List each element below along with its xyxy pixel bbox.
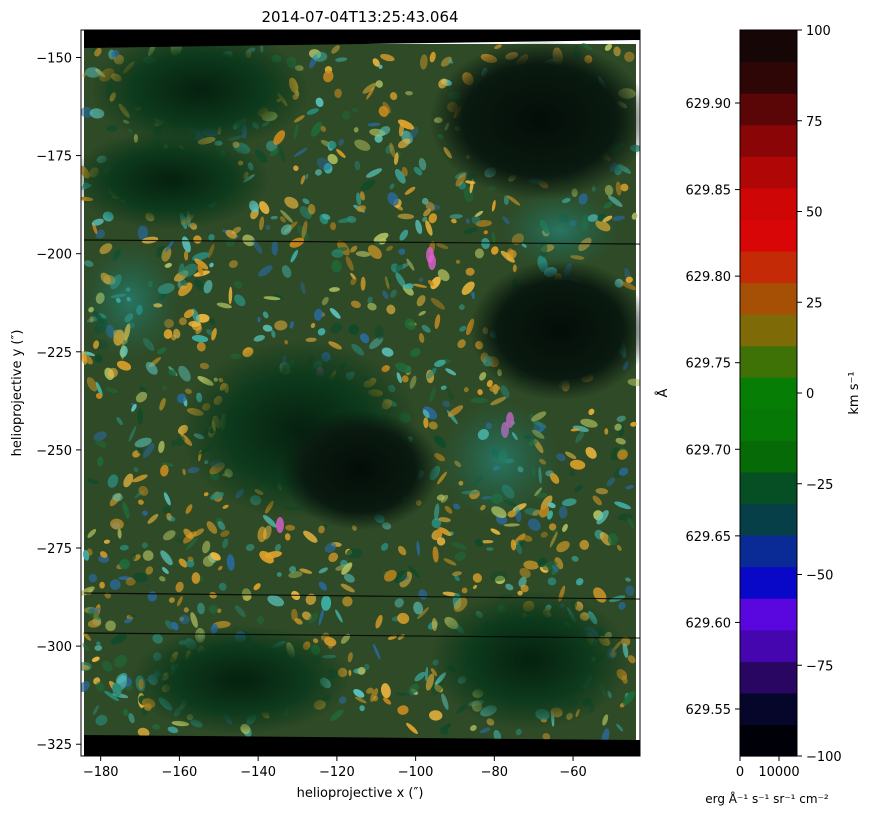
wavelength-tick-label: 629.90	[686, 97, 732, 112]
x-tick-label: −80	[481, 765, 508, 780]
velocity-tick-label: −100	[806, 750, 842, 765]
velocity-ticks: 100 75 50 25 0 −25 −50 −75 −100	[797, 24, 842, 765]
colorbar-segment	[740, 250, 797, 284]
colorbar-segment	[740, 661, 797, 694]
colorbar-segment	[740, 187, 797, 220]
y-tick-label: −300	[36, 640, 72, 655]
colorbar-segment	[740, 724, 797, 757]
x-tick-label: −120	[319, 765, 355, 780]
frame-edge-bottom	[84, 735, 640, 756]
colorbar-segment	[740, 503, 797, 536]
dark-region	[90, 30, 310, 150]
wavelength-ticks: 629.90 629.85 629.80 629.75 629.70 629.65 629.…	[686, 97, 740, 718]
y-tick-label: −150	[36, 51, 72, 66]
dark-region	[130, 625, 350, 735]
dark-region	[81, 130, 270, 230]
wavelength-tick-label: 629.70	[686, 443, 732, 458]
colorbar-segment	[740, 377, 797, 410]
y-tick-label: −325	[36, 738, 72, 753]
velocity-tick-label: 100	[806, 24, 831, 39]
x-tick-label: −140	[240, 765, 276, 780]
y-tick-label: −175	[36, 150, 72, 165]
wavelength-tick-label: 629.55	[686, 703, 732, 718]
colorbar-segment	[740, 61, 797, 94]
velocity-tick-label: −25	[806, 478, 833, 493]
colorbar-segment	[740, 408, 797, 441]
wavelength-tick-label: 629.60	[686, 616, 732, 631]
scan-line	[83, 632, 640, 639]
x-tick-label: −160	[162, 765, 198, 780]
plot-title: 2014-07-04T13:25:43.064	[261, 8, 458, 26]
colorbar-segment	[740, 314, 797, 347]
teal-region	[440, 400, 560, 520]
intensity-tick-label: 10000	[758, 765, 799, 780]
x-axis-ticks: −180 −160 −140 −120 −100 −80 −60	[83, 756, 587, 780]
colorbar-segment	[740, 345, 797, 378]
y-tick-label: −200	[36, 248, 72, 263]
x-axis-label: helioprojective x (″)	[297, 786, 424, 801]
solar-image	[81, 30, 640, 756]
dark-region	[280, 410, 440, 530]
colorbar-segment	[740, 535, 797, 568]
velocity-tick-label: 75	[806, 115, 823, 130]
scan-line	[83, 239, 640, 245]
colorbar-segment	[740, 566, 797, 599]
wavelength-tick-label: 629.65	[686, 530, 732, 545]
colorbar-segment	[740, 692, 797, 726]
colorbar-segment	[740, 629, 797, 662]
y-tick-label: −225	[36, 346, 72, 361]
velocity-tick-label: 0	[806, 387, 814, 402]
x-tick-label: −180	[83, 765, 119, 780]
teal-region	[81, 240, 180, 360]
y-axis-label: helioprojective y (″)	[10, 330, 25, 457]
wavelength-tick-label: 629.75	[686, 357, 732, 372]
scan-line	[83, 592, 640, 600]
velocity-tick-label: −75	[806, 659, 833, 674]
frame-edge-top	[84, 30, 640, 48]
dark-region	[430, 40, 640, 200]
colorbar-segment	[740, 124, 797, 157]
colorbar-segment	[740, 156, 797, 189]
y-tick-label: −275	[36, 542, 72, 557]
wavelength-tick-label: 629.85	[686, 184, 732, 199]
y-axis-ticks: −150 −175 −200 −225 −250 −275 −300 −325	[36, 51, 81, 753]
image-frame	[80, 29, 641, 757]
intensity-ticks: 0 10000	[736, 756, 800, 780]
x-tick-label: −100	[398, 765, 434, 780]
colorbar-segment	[740, 282, 797, 315]
colorbar-segment	[740, 93, 797, 126]
colorbar-segment	[740, 598, 797, 631]
colorbar-segment	[740, 471, 797, 505]
teal-region	[500, 190, 620, 270]
velocity-axis-label: km s⁻¹	[847, 371, 862, 414]
colorbar-segment	[740, 30, 797, 63]
wavelength-tick-label: 629.80	[686, 270, 732, 285]
velocity-tick-label: 25	[806, 296, 823, 311]
y-tick-label: −250	[36, 444, 72, 459]
velocity-tick-label: 50	[806, 206, 823, 221]
intensity-tick-label: 0	[736, 765, 744, 780]
velocity-tick-label: −50	[806, 569, 833, 584]
colorbar-segment	[740, 440, 797, 473]
dark-region	[470, 260, 640, 400]
dark-region	[430, 590, 630, 730]
colorbar-segment	[740, 219, 797, 252]
colorbar	[740, 30, 797, 757]
intensity-axis-label: erg Å⁻¹ s⁻¹ sr⁻¹ cm⁻²	[705, 791, 829, 806]
x-tick-label: −60	[559, 765, 586, 780]
wavelength-axis-label: Å	[655, 388, 671, 397]
